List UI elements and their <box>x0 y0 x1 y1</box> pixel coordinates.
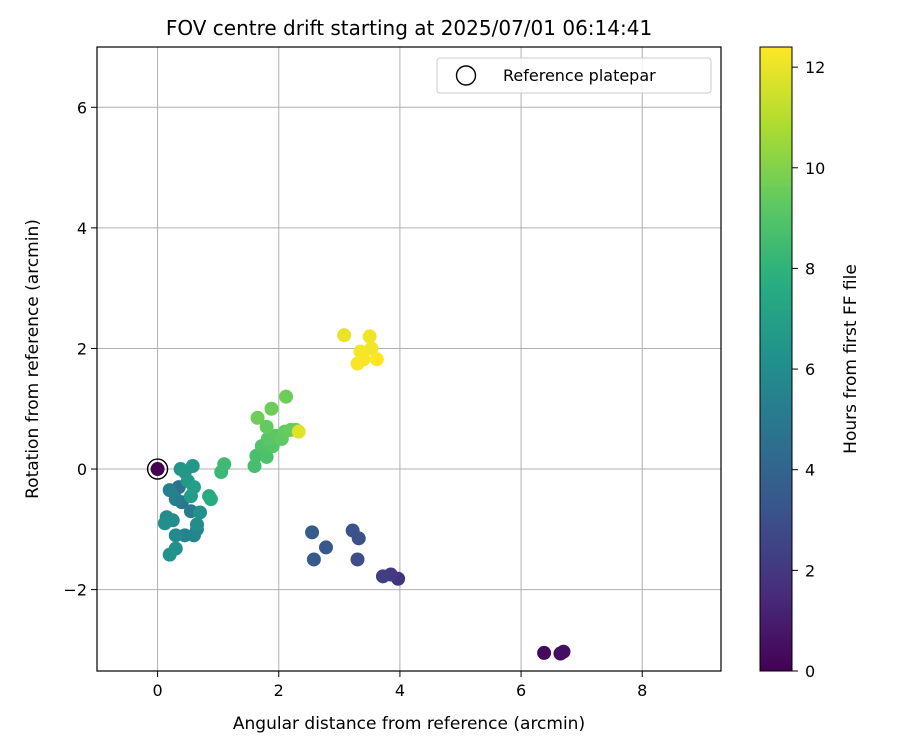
scatter-point <box>350 356 365 371</box>
colorbar-tick-label: 2 <box>805 561 815 580</box>
scatter-point <box>259 449 274 464</box>
scatter-point <box>364 341 379 356</box>
scatter-point <box>185 459 200 474</box>
scatter-point <box>189 517 204 532</box>
y-tick-label: 0 <box>77 460 87 479</box>
scatter-point <box>350 552 365 567</box>
scatter-point <box>291 424 306 439</box>
scatter-point <box>162 547 177 562</box>
scatter-point <box>186 480 201 495</box>
colorbar-ticks: 0 2 4 6 8 10 12 <box>792 58 825 681</box>
reference-platepar-marker <box>146 458 169 480</box>
colorbar-tick-label: 8 <box>805 259 815 278</box>
scatter-point <box>319 540 334 555</box>
y-axis-label: Rotation from reference (arcmin) <box>23 219 43 499</box>
scatter-point <box>250 410 265 425</box>
scatter-point <box>192 505 207 520</box>
scatter-point <box>259 419 274 434</box>
x-tick-label: 4 <box>395 681 405 700</box>
y-tick-label: 6 <box>77 98 87 117</box>
colorbar: 0 2 4 6 8 10 12 Hours from first FF file <box>759 46 861 681</box>
colorbar-tick-label: 0 <box>805 662 815 681</box>
plot-frame <box>96 46 722 672</box>
grid-lines <box>97 47 721 671</box>
x-tick-label: 8 <box>637 681 647 700</box>
x-tick-label: 6 <box>516 681 526 700</box>
scatter-point <box>362 329 377 344</box>
scatter-point <box>150 462 165 477</box>
legend-marker-icon <box>455 65 477 86</box>
x-tick-label: 2 <box>274 681 284 700</box>
y-tick-label: 4 <box>77 219 87 238</box>
scatter-point <box>556 644 571 659</box>
scatter-point <box>203 492 218 507</box>
scatter-point <box>162 483 177 498</box>
legend-box <box>436 57 712 94</box>
x-axis-label: Angular distance from reference (arcmin) <box>233 714 585 734</box>
scatter-point <box>375 569 390 584</box>
legend: Reference platepar <box>436 57 712 94</box>
colorbar-tick-label: 10 <box>805 159 825 178</box>
reference-marker <box>146 458 169 480</box>
colorbar-tick-label: 6 <box>805 360 815 379</box>
colorbar-tick-label: 12 <box>805 58 825 77</box>
scatter-point <box>306 552 321 567</box>
scatter-point <box>168 528 183 543</box>
y-axis: −2 0 2 4 6 <box>63 98 97 600</box>
scatter-point <box>537 645 552 660</box>
scatter-point <box>157 516 172 531</box>
scatter-points <box>150 328 571 661</box>
scatter-point <box>337 328 352 343</box>
scatter-point <box>217 457 232 472</box>
x-axis: 0 2 4 6 8 <box>152 671 647 700</box>
scatter-point <box>305 525 320 540</box>
x-tick-label: 0 <box>152 681 162 700</box>
scatter-point <box>369 352 384 367</box>
legend-entry-reference: Reference platepar <box>503 66 656 85</box>
y-tick-label: −2 <box>63 581 87 600</box>
scatter-point <box>279 389 294 404</box>
scatter-point <box>264 401 279 416</box>
colorbar-tick-label: 4 <box>805 461 815 480</box>
chart-title: FOV centre drift starting at 2025/07/01 … <box>166 16 652 40</box>
colorbar-gradient <box>759 46 793 672</box>
scatter-point <box>345 523 360 538</box>
y-tick-label: 2 <box>77 339 87 358</box>
colorbar-label: Hours from first FF file <box>841 264 861 454</box>
